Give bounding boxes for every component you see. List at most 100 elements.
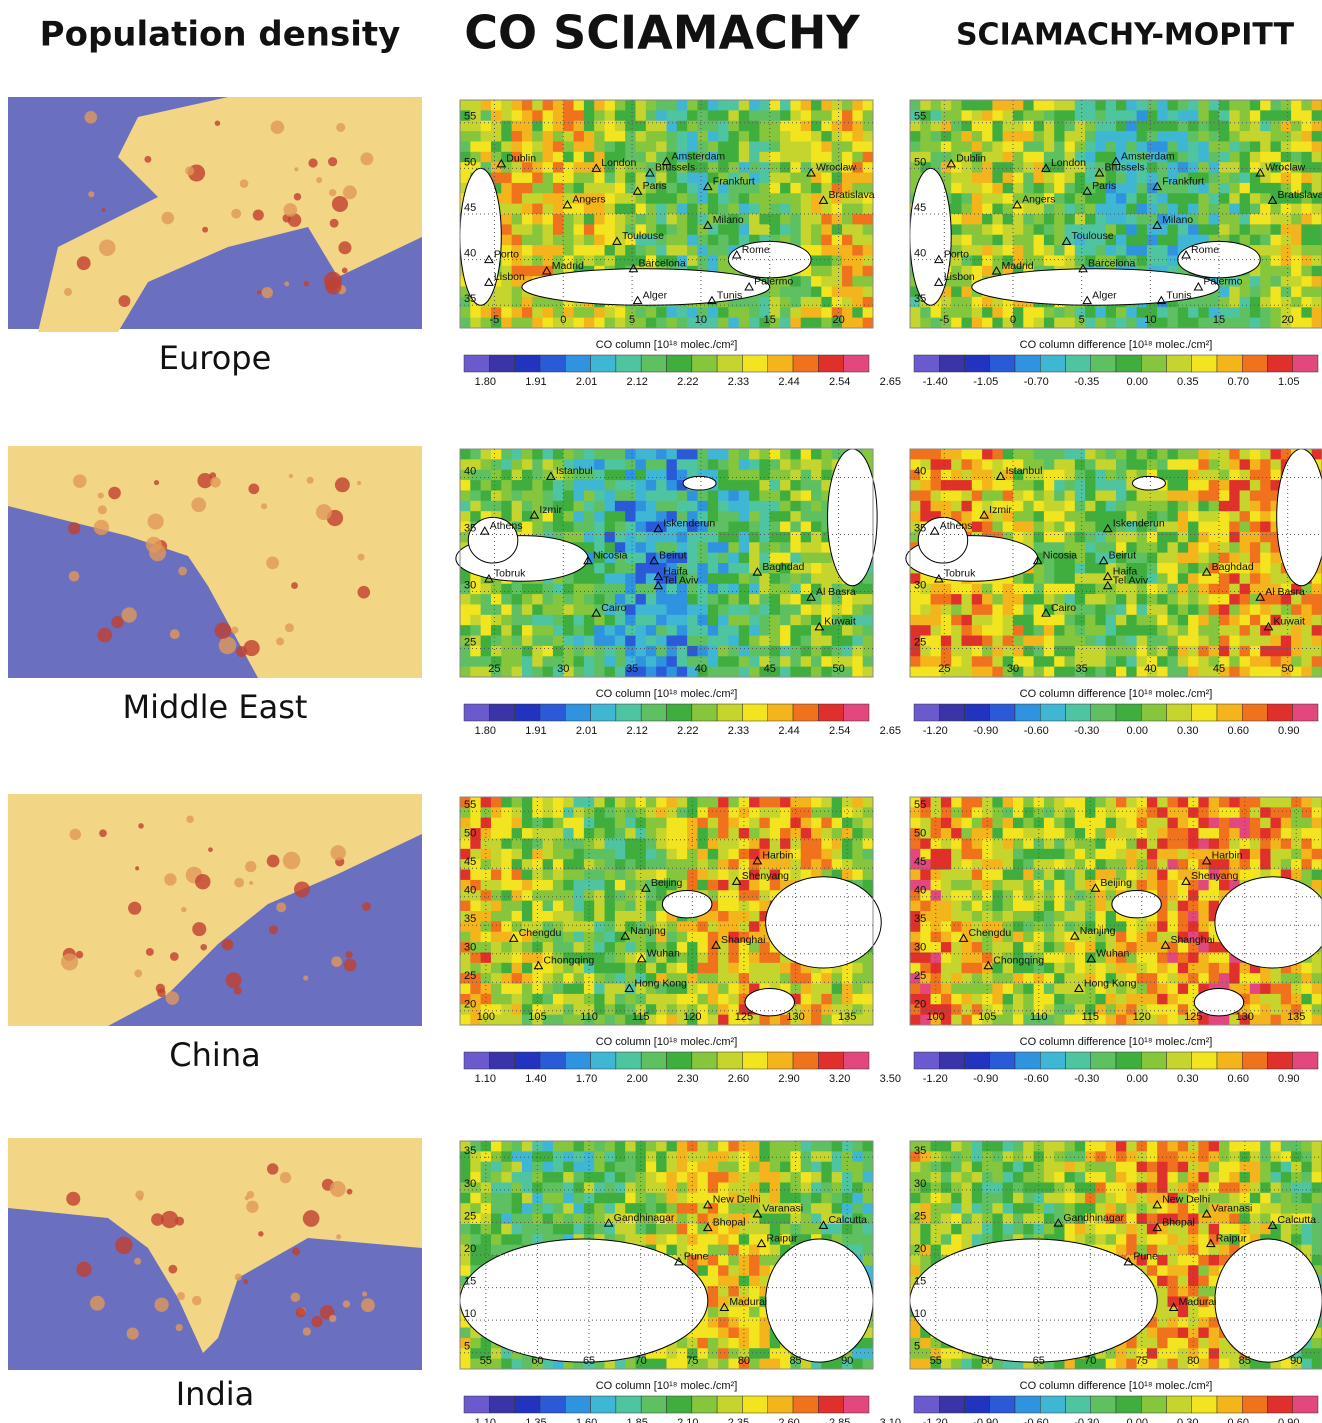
map-cell bbox=[1105, 645, 1117, 657]
map-cell bbox=[800, 276, 812, 288]
map-cell bbox=[780, 869, 791, 881]
map-cell bbox=[930, 511, 942, 523]
map-cell bbox=[1157, 317, 1168, 329]
map-cell bbox=[1023, 666, 1035, 678]
map-cell bbox=[1054, 490, 1065, 502]
map-cell bbox=[676, 449, 688, 460]
map-cell bbox=[852, 583, 864, 595]
city-label: Tobruk bbox=[944, 568, 976, 580]
colorbar-segment bbox=[742, 1051, 768, 1070]
map-cell bbox=[490, 110, 502, 122]
map-cell bbox=[1260, 449, 1271, 460]
map-cell bbox=[1167, 500, 1179, 512]
map-cell bbox=[852, 625, 864, 637]
map-cell bbox=[583, 162, 595, 174]
map-cell bbox=[635, 203, 647, 215]
map-cell bbox=[780, 614, 791, 626]
map-cell bbox=[1013, 317, 1024, 329]
map-cell bbox=[780, 848, 791, 860]
map-cell bbox=[707, 162, 719, 174]
map-cell bbox=[940, 296, 952, 308]
map-cell bbox=[852, 807, 864, 819]
map-cell bbox=[1074, 234, 1086, 246]
city-label: Brussels bbox=[1105, 162, 1145, 174]
colorbar-label: CO column [10¹⁸ molec./cm²] bbox=[596, 1036, 738, 1048]
map-cell bbox=[1146, 449, 1158, 460]
map-cell bbox=[738, 645, 750, 657]
map-cell bbox=[656, 797, 667, 808]
map-cell bbox=[831, 110, 843, 122]
map-cell bbox=[1249, 120, 1261, 132]
map-cell bbox=[1043, 490, 1055, 502]
map-cell bbox=[728, 151, 740, 163]
map-cell bbox=[769, 531, 781, 543]
map-cell bbox=[842, 224, 853, 236]
map-cell bbox=[583, 797, 595, 808]
map-cell bbox=[1043, 131, 1055, 142]
city-marker bbox=[1255, 592, 1266, 601]
map-cell bbox=[1043, 162, 1055, 174]
map-cell bbox=[583, 993, 595, 1005]
map-cell bbox=[951, 203, 962, 215]
map-cell bbox=[511, 828, 523, 839]
map-cell bbox=[614, 1014, 626, 1026]
map-cell bbox=[1270, 234, 1282, 246]
map-cell bbox=[728, 182, 740, 194]
map-cell bbox=[749, 838, 760, 850]
map-cell bbox=[594, 838, 606, 850]
map-cell bbox=[604, 511, 616, 523]
map-cell bbox=[728, 900, 740, 912]
lon-tick-label: 105 bbox=[528, 1011, 546, 1023]
map-cell bbox=[971, 500, 983, 512]
map-cell bbox=[1002, 245, 1014, 256]
map-cell bbox=[470, 952, 482, 964]
map-cell bbox=[749, 594, 760, 605]
populated-area bbox=[266, 556, 280, 570]
map-cell bbox=[920, 469, 932, 481]
map-cell bbox=[862, 817, 874, 829]
map-cell bbox=[687, 635, 698, 647]
map-cell bbox=[910, 521, 921, 533]
map-cell bbox=[1002, 604, 1014, 616]
map-cell bbox=[831, 182, 843, 194]
colorbar-segment bbox=[939, 354, 965, 373]
map-cell bbox=[738, 521, 750, 533]
map-cell bbox=[1260, 100, 1271, 111]
map-cell bbox=[511, 172, 523, 184]
map-cell bbox=[470, 993, 482, 1005]
map-cell bbox=[1239, 656, 1251, 668]
map-cell bbox=[769, 317, 781, 329]
map-cell bbox=[1311, 307, 1322, 319]
map-cell bbox=[1188, 490, 1199, 502]
map-cell bbox=[1074, 307, 1086, 319]
map-cell bbox=[811, 286, 822, 298]
map-cell bbox=[842, 110, 853, 122]
city-marker bbox=[649, 555, 659, 565]
city-marker bbox=[533, 960, 544, 970]
map-cell bbox=[563, 296, 575, 308]
map-cell bbox=[614, 141, 626, 153]
map-cell bbox=[501, 973, 513, 985]
map-cell bbox=[1311, 594, 1322, 605]
map-cell bbox=[1146, 583, 1158, 595]
map-cell bbox=[625, 172, 637, 184]
map-cell bbox=[1188, 563, 1199, 574]
colorbar-tick: 2.22 bbox=[677, 376, 698, 388]
map-cell bbox=[552, 131, 564, 142]
map-cell bbox=[470, 838, 482, 850]
map-cell bbox=[1177, 151, 1189, 163]
map-cell bbox=[656, 531, 667, 543]
map-cell bbox=[961, 245, 973, 256]
map-cell bbox=[604, 469, 616, 481]
map-cell bbox=[480, 921, 492, 933]
map-cell bbox=[552, 521, 564, 533]
map-cell bbox=[594, 500, 606, 512]
map-cell bbox=[920, 656, 932, 668]
map-cell bbox=[1013, 151, 1024, 163]
map-cell bbox=[687, 1014, 698, 1026]
map-cell bbox=[961, 276, 973, 288]
map-cell bbox=[1167, 490, 1179, 502]
city-marker bbox=[752, 567, 763, 576]
map-cell bbox=[769, 307, 781, 319]
map-cell bbox=[573, 1004, 585, 1016]
